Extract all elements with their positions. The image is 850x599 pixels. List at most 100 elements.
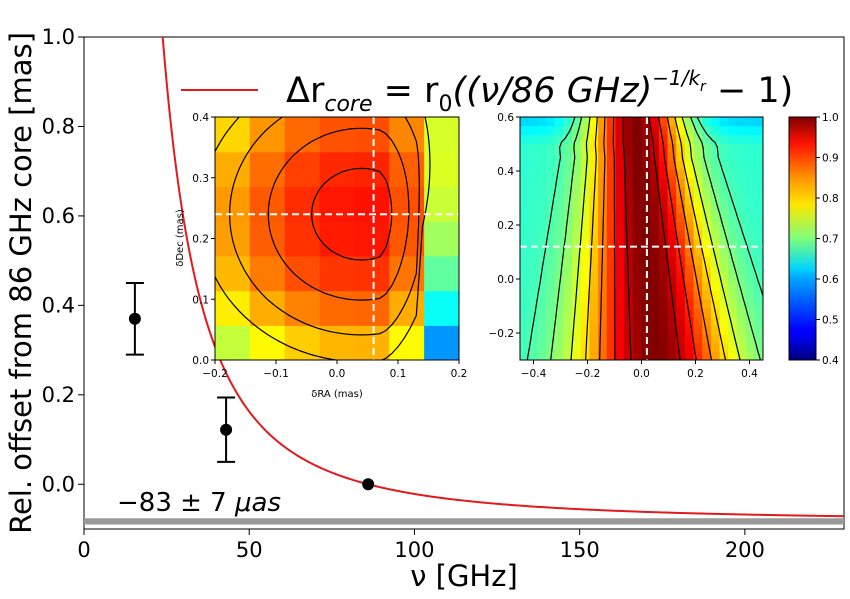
inset-right-heatmap-cell	[745, 316, 755, 326]
inset-right-heatmap-cell	[736, 203, 747, 214]
inset-right: −0.4 −0.2 0.0 0.2 0.4 −0.2 0.0 0.2 0.4 0.6	[489, 112, 764, 380]
inset-right-heatmap-cell	[624, 264, 634, 274]
inset-right-heatmap-cell	[676, 238, 686, 248]
inset-right-heatmap-cell	[684, 281, 695, 292]
inset-right-heatmap-cell	[563, 160, 573, 170]
inset-right-heatmap-cell	[615, 299, 625, 309]
inset-right-heatmap-cell	[702, 255, 712, 266]
inset-right-heatmap-cell	[546, 342, 556, 352]
inset-right-heatmap-cell	[520, 281, 530, 292]
inset-right-heatmap-cell	[650, 221, 660, 231]
inset-right-heatmap-cell	[710, 177, 721, 188]
inset-right-heatmap-cell	[676, 195, 686, 205]
inset-right-heatmap-cell	[754, 333, 763, 344]
inset-right-heatmap-cell	[606, 177, 617, 188]
inset-right-heatmap-cell	[745, 125, 755, 135]
inset-right-heatmap-cell	[624, 160, 634, 170]
inset-right-heatmap-cell	[658, 247, 669, 257]
inset-right-heatmap-cell	[563, 290, 573, 300]
inset-right-heatmap-cell	[624, 351, 634, 360]
inset-right-heatmap-cell	[589, 333, 599, 344]
inset-right-heatmap-cell	[667, 143, 677, 153]
inset-right-heatmap-cell	[684, 290, 695, 300]
inset-right-heatmap-cell	[684, 273, 695, 283]
inset-right-heatmap-cell	[563, 143, 573, 153]
inset-right-heatmap-cell	[658, 117, 669, 127]
inset-right-heatmap-cell	[528, 264, 538, 274]
inset-right-heatmap-cell	[702, 281, 712, 292]
inset-right-heatmap-cell	[546, 117, 556, 127]
inset-right-heatmap-cell	[754, 229, 763, 240]
inset-right-heatmap-cell	[736, 351, 747, 360]
inset-right-heatmap-cell	[632, 186, 643, 196]
inset-right-heatmap-cell	[615, 273, 625, 283]
inset-right-y-tick-label: 0.4	[497, 166, 514, 178]
inset-left-heatmap	[215, 117, 459, 360]
inset-right-heatmap-cell	[606, 160, 617, 170]
inset-left-y-tick-label: 0.4	[192, 112, 209, 124]
inset-right-heatmap-cell	[624, 134, 634, 144]
inset-right-heatmap-cell	[684, 264, 695, 274]
main-y-tick-label: 0.2	[42, 383, 75, 407]
inset-right-heatmap-cell	[537, 151, 547, 161]
inset-right-heatmap-cell	[684, 203, 695, 214]
inset-right-heatmap-cell	[650, 290, 660, 300]
inset-right-heatmap-cell	[632, 151, 643, 161]
inset-right-heatmap-cell	[728, 281, 738, 292]
inset-right-heatmap-cell	[684, 316, 695, 326]
inset-right-heatmap-cell	[528, 307, 538, 318]
inset-right-heatmap-cell	[606, 247, 617, 257]
inset-right-heatmap-cell	[632, 351, 643, 360]
inset-left-heatmap-cell	[424, 255, 459, 292]
inset-right-heatmap-cell	[754, 169, 763, 179]
inset-right-heatmap-cell	[702, 290, 712, 300]
inset-right-heatmap-cell	[676, 151, 686, 161]
inset-right-heatmap-cell	[745, 281, 755, 292]
inset-right-heatmap-cell	[650, 264, 660, 274]
inset-right-heatmap-cell	[650, 281, 660, 292]
inset-right-heatmap-cell	[537, 169, 547, 179]
inset-right-heatmap-cell	[693, 264, 703, 274]
inset-right-heatmap-cell	[563, 273, 573, 283]
inset-right-heatmap-cell	[554, 212, 564, 222]
inset-right-heatmap-cell	[684, 117, 695, 127]
inset-right-heatmap-cell	[728, 169, 738, 179]
inset-right-heatmap-cell	[632, 125, 643, 135]
inset-right-heatmap-cell	[615, 333, 625, 344]
inset-right-heatmap-cell	[745, 333, 755, 344]
inset-right-heatmap-cell	[728, 273, 738, 283]
inset-right-heatmap-cell	[667, 299, 677, 309]
inset-right-heatmap-cell	[667, 229, 677, 240]
inset-right-heatmap-cell	[710, 333, 721, 344]
inset-right-heatmap-cell	[615, 203, 625, 214]
inset-right-heatmap-cell	[693, 125, 703, 135]
inset-right-heatmap-cell	[606, 307, 617, 318]
inset-right-heatmap-cell	[580, 299, 591, 309]
main-axes-frame	[83, 36, 845, 530]
inset-right-heatmap-cell	[615, 351, 625, 360]
inset-right-heatmap-cell	[745, 342, 755, 352]
inset-right-heatmap-cell	[745, 177, 755, 188]
inset-right-heatmap-cell	[736, 125, 747, 135]
inset-right-heatmap-cell	[684, 307, 695, 318]
inset-right-heatmap-cell	[719, 186, 729, 196]
inset-right-heatmap-cell	[572, 325, 582, 335]
inset-right-heatmap-cell	[650, 125, 660, 135]
inset-right-heatmap-cell	[693, 221, 703, 231]
inset-right-heatmap-cell	[615, 160, 625, 170]
inset-right-heatmap-cell	[563, 342, 573, 352]
inset-left-heatmap-cell	[215, 325, 251, 360]
inset-right-heatmap-cell	[754, 273, 763, 283]
inset-right-heatmap-cell	[554, 316, 564, 326]
main-x-tick-label: 0	[77, 538, 90, 562]
inset-right-heatmap-cell	[624, 229, 634, 240]
inset-right-heatmap-cell	[520, 117, 530, 127]
inset-left-contour-line	[267, 127, 410, 301]
inset-right-heatmap-cell	[676, 264, 686, 274]
inset-right-heatmap-cell	[615, 195, 625, 205]
inset-right-heatmap-cell	[650, 169, 660, 179]
inset-right-heatmap-cell	[736, 255, 747, 266]
inset-left-heatmap-cell	[319, 186, 356, 222]
inset-right-heatmap-cell	[719, 316, 729, 326]
inset-right-heatmap-cell	[710, 247, 721, 257]
